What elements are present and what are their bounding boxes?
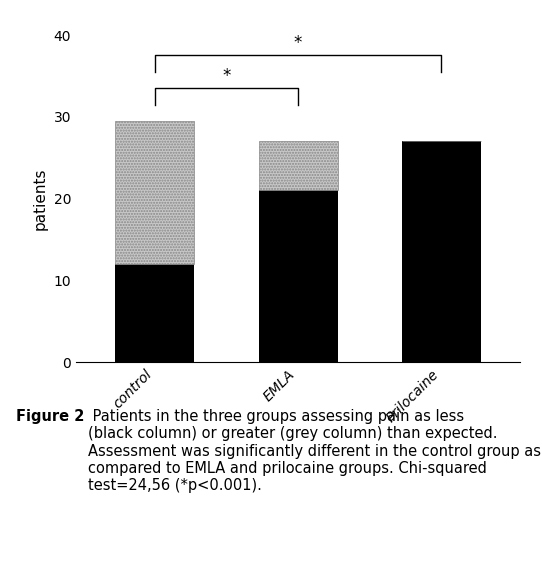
Text: Figure 2: Figure 2	[16, 409, 85, 424]
Bar	[115, 264, 194, 362]
Bar	[402, 141, 481, 362]
Text: *: *	[294, 34, 302, 52]
Y-axis label: patients: patients	[33, 167, 48, 230]
Bar	[259, 190, 338, 362]
Text: Patients in the three groups assessing pain as less
(black column) or greater (g: Patients in the three groups assessing p…	[88, 409, 541, 493]
Bar	[259, 141, 338, 190]
Bar	[115, 121, 194, 264]
Text: *: *	[222, 67, 230, 85]
